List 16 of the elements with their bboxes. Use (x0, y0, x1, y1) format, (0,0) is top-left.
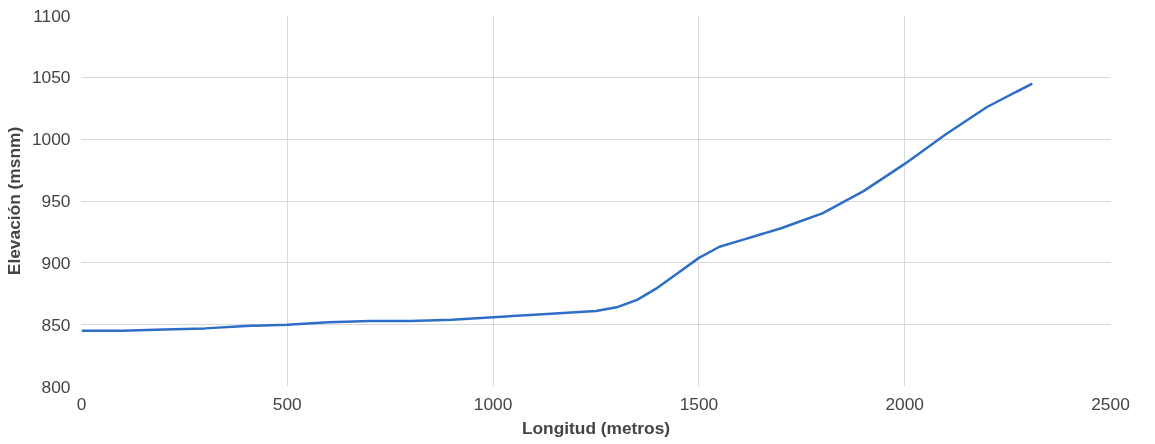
line-series (81, 82, 1034, 333)
x-tick-label: 0 (76, 393, 87, 414)
y-tick-label: 1000 (31, 129, 71, 150)
x-tick-label: 500 (272, 393, 302, 414)
x-tick-label: 2000 (885, 393, 924, 414)
y-tick-label: 850 (41, 314, 71, 335)
x-axis-title: Longitud (metros) (521, 417, 671, 438)
y-tick-label: 1100 (33, 5, 71, 26)
y-tick-label: 800 (41, 376, 71, 397)
y-tick-label: 900 (41, 252, 71, 273)
y-tick-label: 950 (41, 191, 71, 211)
y-tick-label: 1050 (31, 67, 71, 88)
x-tick-label: 1000 (473, 393, 513, 414)
x-tick-label: 1500 (679, 393, 719, 414)
y-axis-title: Elevación (msnm) (3, 126, 24, 276)
x-tick-label: 2500 (1091, 393, 1130, 414)
